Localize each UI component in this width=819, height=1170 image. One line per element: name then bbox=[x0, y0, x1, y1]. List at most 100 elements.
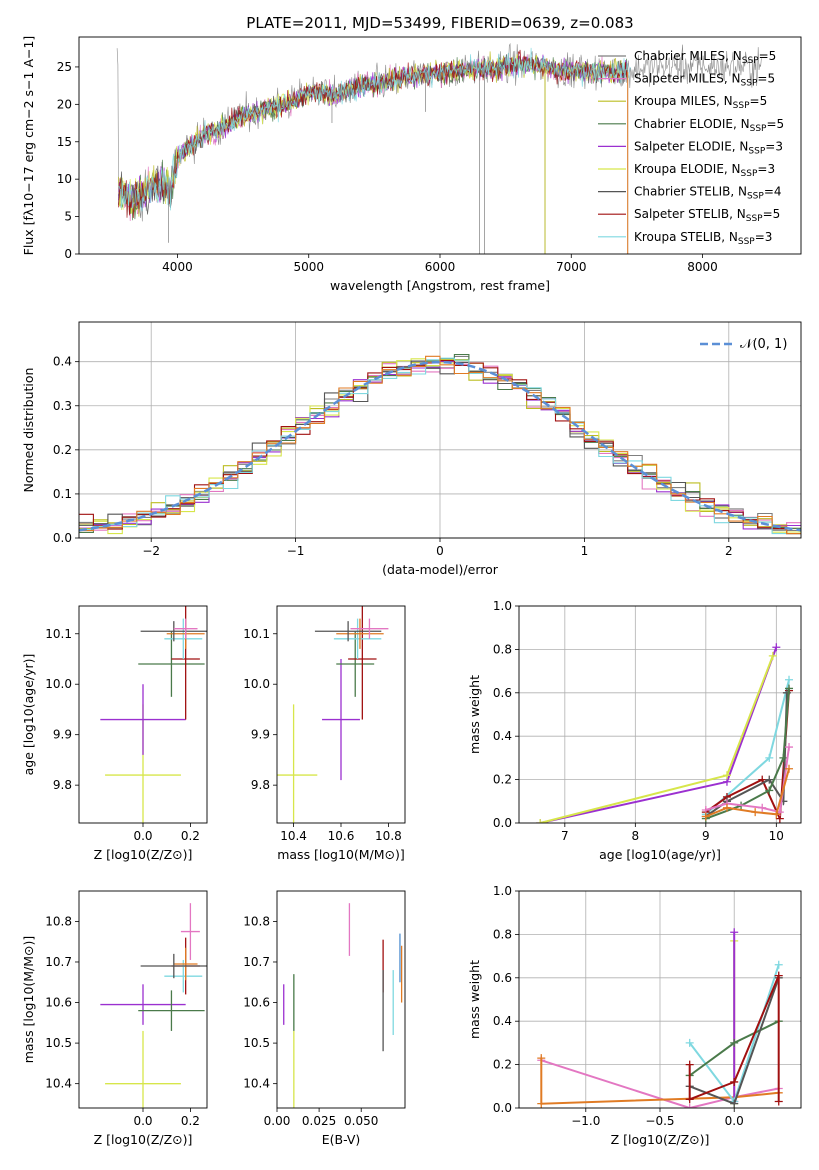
weight-point-marker bbox=[685, 1095, 694, 1104]
legend-label-sub: SSP bbox=[747, 192, 764, 202]
weight-point-marker bbox=[765, 775, 774, 784]
legend-label-sub: SSP bbox=[741, 79, 758, 89]
legend-label: Salpeter STELIB, NSSP=5 bbox=[634, 207, 780, 224]
axes-frame bbox=[78, 321, 802, 539]
axis-ticks: 0.0 0.2 10.4 10.5 10.6 10.7 10.8 bbox=[45, 914, 200, 1128]
legend-label-sub: SSP bbox=[738, 237, 755, 247]
weight-point-marker bbox=[768, 651, 777, 660]
axes-frame bbox=[78, 890, 208, 1109]
legend-label-tail: =5 bbox=[763, 207, 781, 221]
x-tick-label: 2 bbox=[725, 544, 733, 558]
legend-label-main: Chabrier STELIB, N bbox=[634, 185, 747, 199]
legend-label: Salpeter ELODIE, NSSP=3 bbox=[634, 139, 783, 156]
weight-point-marker bbox=[730, 1077, 739, 1086]
x-tick-label: 0.025 bbox=[302, 1114, 336, 1128]
x-tick-label: −1 bbox=[287, 544, 305, 558]
legend-label-tail: =3 bbox=[755, 230, 773, 244]
y-axis-label: age [log10(age/yr)] bbox=[21, 654, 36, 776]
y-tick-label: 0.2 bbox=[53, 443, 72, 457]
grid-lines bbox=[519, 605, 801, 824]
x-tick-label: 0 bbox=[436, 544, 444, 558]
weight-series-line bbox=[540, 1059, 779, 1108]
y-tick-label: 1.0 bbox=[493, 884, 512, 898]
y-tick-label: 0.1 bbox=[53, 487, 72, 501]
y-tick-label: 1.0 bbox=[493, 599, 512, 613]
age-vs-mass-panel: 10.4 10.6 10.8 9.8 9.9 10.0 10.1 mass [log10(M/… bbox=[243, 605, 406, 862]
x-tick-label: 0.2 bbox=[181, 829, 200, 843]
axis-ticks: −1.0 −0.5 0.0 0.0 0.2 0.4 0.6 0.8 1.0 bbox=[493, 884, 744, 1128]
y-tick-label: 10.1 bbox=[45, 627, 72, 641]
legend-label-tail: =5 bbox=[766, 117, 784, 131]
axis-ticks: 7 8 9 10 0.0 0.2 0.4 0.6 0.8 1.0 bbox=[493, 599, 784, 843]
legend-label: Chabrier MILES, NSSP=5 bbox=[634, 49, 776, 66]
weight-series-line bbox=[705, 692, 788, 818]
axes-frame bbox=[78, 605, 208, 824]
legend-label-sub: SSP bbox=[746, 214, 763, 224]
x-tick-label: −1.0 bbox=[571, 1114, 600, 1128]
weight-point-marker bbox=[730, 1099, 739, 1108]
y-tick-label: 5 bbox=[64, 210, 72, 224]
axes-frame bbox=[276, 890, 406, 1109]
y-tick-label: 10.4 bbox=[243, 1077, 270, 1091]
errorbars bbox=[283, 903, 403, 1108]
x-tick-label: 8 bbox=[632, 829, 640, 843]
y-tick-label: 25 bbox=[57, 60, 72, 74]
axis-ticks: 10.4 10.6 10.8 9.8 9.9 10.0 10.1 bbox=[243, 627, 401, 843]
weight-point-marker bbox=[722, 803, 731, 812]
weight-point-marker bbox=[779, 753, 788, 762]
y-tick-label: 0.0 bbox=[493, 816, 512, 830]
y-tick-label: 9.8 bbox=[251, 778, 270, 792]
spectrum-panel: 4000 5000 6000 7000 8000 0 5 10 15 20 25 wavelength… bbox=[21, 36, 802, 293]
weight-point-marker bbox=[751, 808, 760, 817]
errorbars bbox=[277, 606, 389, 823]
y-axis-label: mass [log10(M/M⊙)] bbox=[21, 936, 36, 1064]
y-tick-label: 10.1 bbox=[243, 627, 270, 641]
weight-point-marker bbox=[785, 675, 794, 684]
weight-lines bbox=[536, 643, 794, 823]
x-tick-label: 0.050 bbox=[344, 1114, 378, 1128]
weight-point-marker bbox=[536, 819, 545, 823]
legend-label-main: Salpeter MILES, N bbox=[634, 72, 741, 86]
y-tick-label: 10.8 bbox=[243, 914, 270, 928]
y-tick-label: 10.6 bbox=[243, 996, 270, 1010]
legend-label-main: Kroupa ELODIE, N bbox=[634, 162, 741, 176]
y-tick-label: 0.0 bbox=[493, 1101, 512, 1115]
legend-label: Chabrier ELODIE, NSSP=5 bbox=[634, 117, 784, 134]
axis-ticks: 0.00 0.025 0.050 10.4 10.5 10.6 10.7 10.8 bbox=[243, 914, 378, 1128]
weight-point-marker bbox=[765, 753, 774, 762]
weight-point-marker bbox=[722, 771, 731, 780]
histogram-step bbox=[79, 360, 801, 535]
weight-point-marker bbox=[685, 1060, 694, 1069]
figure-title: PLATE=2011, MJD=53499, FIBERID=0639, z=0… bbox=[246, 14, 633, 32]
x-axis-label: (data-model)/error bbox=[382, 562, 499, 577]
legend-label-main: Salpeter STELIB, N bbox=[634, 207, 746, 221]
legend-label-sub: SSP bbox=[748, 146, 765, 156]
y-tick-label: 10.8 bbox=[45, 914, 72, 928]
x-tick-label: 6000 bbox=[425, 260, 456, 274]
y-tick-label: 0.4 bbox=[493, 729, 512, 743]
legend: 𝒩(0, 1) bbox=[700, 337, 787, 352]
axes-frame bbox=[276, 605, 406, 824]
y-tick-label: 0.8 bbox=[493, 927, 512, 941]
x-axis-label: mass [log10(M/M⊙)] bbox=[277, 847, 405, 862]
weight-point-marker bbox=[772, 643, 781, 652]
y-tick-label: 20 bbox=[57, 97, 72, 111]
axes-frame bbox=[78, 36, 802, 255]
x-axis-label: E(B-V) bbox=[322, 1132, 361, 1147]
x-tick-label: 8000 bbox=[687, 260, 718, 274]
grid-lines bbox=[519, 890, 801, 1109]
x-tick-label: −0.5 bbox=[645, 1114, 674, 1128]
legend-label-sub: SSP bbox=[742, 56, 759, 66]
axes-frame bbox=[518, 605, 802, 824]
grid-lines bbox=[79, 322, 801, 539]
legend-label-sub: SSP bbox=[733, 101, 750, 111]
y-tick-label: 15 bbox=[57, 135, 72, 149]
legend-label-tail: =5 bbox=[759, 49, 777, 63]
weight-vs-age-panel: 7 8 9 10 0.0 0.2 0.4 0.6 0.8 1.0 age [log10(age/yr… bbox=[467, 599, 802, 862]
y-tick-label: 0.4 bbox=[493, 1014, 512, 1028]
weight-point-marker bbox=[685, 1104, 694, 1108]
x-tick-label: 10 bbox=[769, 829, 784, 843]
y-tick-label: 10.7 bbox=[45, 955, 72, 969]
x-tick-label: 0.00 bbox=[264, 1114, 291, 1128]
